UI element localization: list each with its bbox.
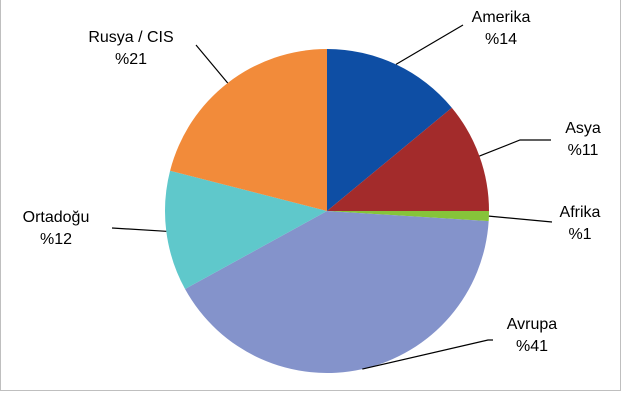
label-rusya-cis-name: Rusya / CIS xyxy=(88,29,174,46)
label-asya-name: Asya xyxy=(565,120,601,137)
label-ortadogu: Ortadoğu %12 xyxy=(10,207,102,251)
label-amerika-value: %14 xyxy=(484,31,518,48)
leader-line-afrika xyxy=(488,215,553,223)
label-ortadogu-name: Ortadoğu xyxy=(22,209,90,226)
pie-slice-rusya-cis xyxy=(170,49,327,211)
pie-slice-afrika xyxy=(327,211,489,222)
pie-slice-asya xyxy=(327,107,489,211)
label-asya: Asya %11 xyxy=(552,118,614,162)
label-ortadogu-value: %12 xyxy=(39,231,73,248)
label-rusya-cis-value: %21 xyxy=(114,51,148,68)
leader-line-ortado-u xyxy=(111,227,167,232)
label-amerika-name: Amerika xyxy=(471,9,531,26)
label-amerika: Amerika %14 xyxy=(456,7,546,51)
leader-line-avrupa xyxy=(362,339,493,370)
pie-slice-ortado-u xyxy=(165,170,327,290)
label-avrupa: Avrupa %41 xyxy=(492,314,572,358)
label-afrika: Afrika %1 xyxy=(549,202,611,246)
label-afrika-name: Afrika xyxy=(559,204,601,221)
label-avrupa-name: Avrupa xyxy=(506,316,558,333)
pie-slice-amerika xyxy=(327,49,452,211)
pie-slices xyxy=(165,49,489,373)
label-asya-value: %11 xyxy=(567,142,599,159)
leader-line-rusya-cis xyxy=(195,44,229,84)
label-rusya-cis: Rusya / CIS %21 xyxy=(66,27,196,71)
leader-lines xyxy=(111,24,553,370)
leader-line-amerika xyxy=(395,24,464,65)
label-afrika-value: %1 xyxy=(568,226,592,243)
label-avrupa-value: %41 xyxy=(515,338,549,355)
leader-line-asya xyxy=(479,139,551,157)
pie-slice-avrupa xyxy=(185,211,489,373)
